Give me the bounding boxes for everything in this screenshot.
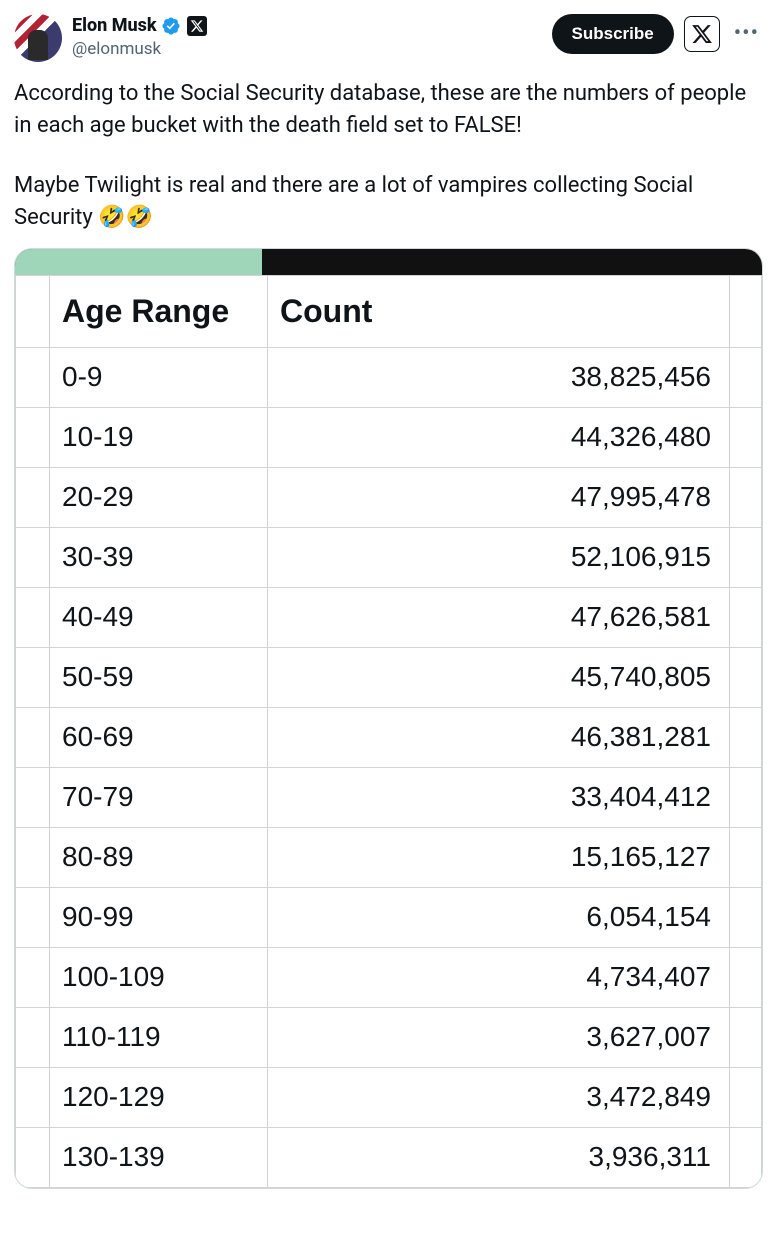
table-stub <box>16 347 50 407</box>
table-row: 120-1293,472,849 <box>16 1067 762 1127</box>
table-stub <box>730 707 762 767</box>
table-row: 60-6946,381,281 <box>16 707 762 767</box>
table-stub <box>730 1067 762 1127</box>
table-stub <box>730 767 762 827</box>
cell-age-range: 60-69 <box>50 707 268 767</box>
column-header: Age Range <box>50 275 268 347</box>
cell-age-range: 80-89 <box>50 827 268 887</box>
table-row: 0-938,825,456 <box>16 347 762 407</box>
tweet-header: Elon Musk @elonmusk Subscribe ••• <box>14 14 763 62</box>
table-stub <box>16 527 50 587</box>
table-stub <box>730 1007 762 1067</box>
table-stub <box>16 887 50 947</box>
cell-age-range: 90-99 <box>50 887 268 947</box>
x-affiliate-badge-icon <box>187 16 207 36</box>
column-header: Count <box>268 275 730 347</box>
cell-age-range: 130-139 <box>50 1127 268 1187</box>
cell-count: 3,936,311 <box>268 1127 730 1187</box>
cell-count: 15,165,127 <box>268 827 730 887</box>
cell-count: 52,106,915 <box>268 527 730 587</box>
table-stub <box>16 407 50 467</box>
author-block[interactable]: Elon Musk @elonmusk <box>14 14 207 62</box>
cell-count: 47,626,581 <box>268 587 730 647</box>
header-actions: Subscribe ••• <box>552 14 763 54</box>
table-row: 50-5945,740,805 <box>16 647 762 707</box>
tweet-container: Elon Musk @elonmusk Subscribe ••• Accord… <box>0 0 777 1189</box>
table-stub <box>16 827 50 887</box>
verified-icon <box>161 16 181 36</box>
table-stub <box>730 587 762 647</box>
table-stub <box>16 1067 50 1127</box>
table-stub <box>16 467 50 527</box>
author-text: Elon Musk @elonmusk <box>72 14 207 61</box>
table-row: 10-1944,326,480 <box>16 407 762 467</box>
display-name[interactable]: Elon Musk <box>72 14 157 38</box>
cell-age-range: 40-49 <box>50 587 268 647</box>
subscribe-button[interactable]: Subscribe <box>552 14 674 54</box>
table-row: 130-1393,936,311 <box>16 1127 762 1187</box>
table-row: 80-8915,165,127 <box>16 827 762 887</box>
emoji-icon: 🤣🤣 <box>98 205 153 230</box>
cell-age-range: 0-9 <box>50 347 268 407</box>
cell-age-range: 30-39 <box>50 527 268 587</box>
data-table: Age Range Count 0-938,825,45610-1944,326… <box>15 275 762 1188</box>
table-row: 30-3952,106,915 <box>16 527 762 587</box>
cell-age-range: 20-29 <box>50 467 268 527</box>
cell-count: 44,326,480 <box>268 407 730 467</box>
table-stub <box>730 647 762 707</box>
cell-age-range: 50-59 <box>50 647 268 707</box>
table-stub <box>730 347 762 407</box>
cell-count: 4,734,407 <box>268 947 730 1007</box>
table-header-row: Age Range Count <box>16 275 762 347</box>
cell-count: 45,740,805 <box>268 647 730 707</box>
table-row: 70-7933,404,412 <box>16 767 762 827</box>
table-row: 20-2947,995,478 <box>16 467 762 527</box>
author-name-line: Elon Musk <box>72 14 207 38</box>
author-handle[interactable]: @elonmusk <box>72 38 207 61</box>
table-row: 90-996,054,154 <box>16 887 762 947</box>
cell-count: 47,995,478 <box>268 467 730 527</box>
avatar[interactable] <box>14 14 62 62</box>
cell-count: 3,472,849 <box>268 1067 730 1127</box>
spreadsheet-selected-header <box>15 249 262 275</box>
cell-count: 6,054,154 <box>268 887 730 947</box>
table-stub <box>16 647 50 707</box>
tweet-paragraph: According to the Social Security databas… <box>14 78 763 142</box>
table-stub <box>16 1007 50 1067</box>
table-row: 100-1094,734,407 <box>16 947 762 1007</box>
table-stub <box>16 1127 50 1187</box>
cell-age-range: 120-129 <box>50 1067 268 1127</box>
tweet-media[interactable]: Age Range Count 0-938,825,45610-1944,326… <box>14 248 763 1189</box>
table-stub <box>16 275 50 347</box>
cell-count: 3,627,007 <box>268 1007 730 1067</box>
table-row: 40-4947,626,581 <box>16 587 762 647</box>
cell-age-range: 110-119 <box>50 1007 268 1067</box>
table-stub <box>730 527 762 587</box>
table-stub <box>16 587 50 647</box>
cell-age-range: 10-19 <box>50 407 268 467</box>
tweet-body: According to the Social Security databas… <box>14 78 763 234</box>
cell-age-range: 70-79 <box>50 767 268 827</box>
x-logo-button[interactable] <box>684 16 720 52</box>
cell-age-range: 100-109 <box>50 947 268 1007</box>
table-stub <box>730 407 762 467</box>
cell-count: 46,381,281 <box>268 707 730 767</box>
table-stub <box>730 947 762 1007</box>
cell-count: 38,825,456 <box>268 347 730 407</box>
table-stub <box>730 887 762 947</box>
table-stub <box>16 947 50 1007</box>
table-stub <box>730 1127 762 1187</box>
cell-count: 33,404,412 <box>268 767 730 827</box>
table-stub <box>730 275 762 347</box>
table-stub <box>730 467 762 527</box>
tweet-paragraph: Maybe Twilight is real and there are a l… <box>14 170 763 234</box>
table-stub <box>16 767 50 827</box>
spreadsheet-topbar <box>15 249 762 275</box>
table-stub <box>16 707 50 767</box>
table-stub <box>730 827 762 887</box>
table-row: 110-1193,627,007 <box>16 1007 762 1067</box>
more-icon[interactable]: ••• <box>730 19 763 49</box>
